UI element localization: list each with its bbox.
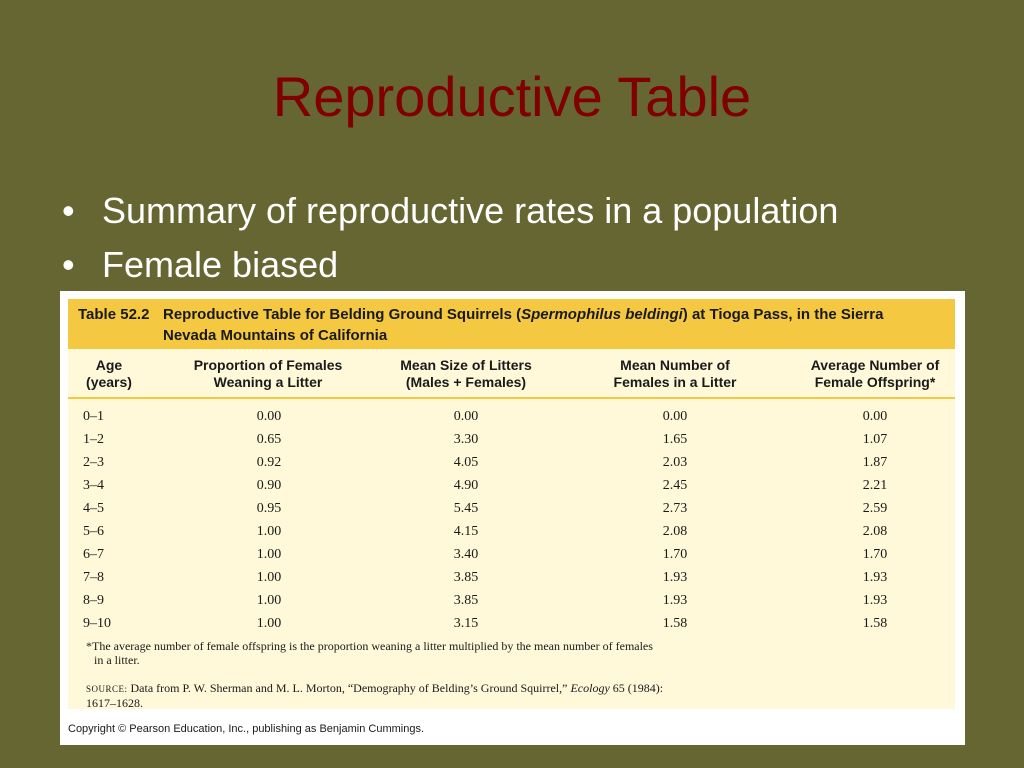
source-journal: Ecology bbox=[570, 681, 610, 695]
bullet-item: • Summary of reproductive rates in a popu… bbox=[58, 188, 838, 234]
table-row: 2–3 0.92 4.05 2.03 1.87 bbox=[83, 455, 888, 470]
table-title-pre: Reproductive Table for Belding Ground Sq… bbox=[163, 306, 522, 323]
reproductive-table: Table 52.2 Reproductive Table for Beldin… bbox=[68, 299, 955, 710]
slide-title: Reproductive Table bbox=[272, 65, 752, 128]
table-row: 5–6 1.00 4.15 2.08 2.08 bbox=[83, 524, 888, 539]
table-row: 3–4 0.90 4.90 2.45 2.21 bbox=[83, 478, 888, 493]
table-row: 1–2 0.65 3.30 1.65 1.07 bbox=[83, 432, 888, 447]
header-age: Age (years) bbox=[86, 357, 132, 390]
bullet-item: • Female biased bbox=[58, 242, 838, 288]
table-body: 0–1 0.00 0.00 0.00 0.00 1–2 0.65 3.30 1.65 1.07 … bbox=[68, 399, 955, 631]
table-row: 0–1 0.00 0.00 0.00 0.00 bbox=[83, 409, 888, 424]
table-row: 4–5 0.95 5.45 2.73 2.59 bbox=[83, 501, 888, 516]
footnote-line: in a litter. bbox=[94, 653, 140, 667]
table-footnote: *The average number of female offspring … bbox=[86, 639, 786, 667]
source-tail: 65 (1984): bbox=[609, 681, 664, 695]
header-female-offspring: Average Number of Female Offspring* bbox=[810, 357, 940, 390]
source-text: Data from P. W. Sherman and M. L. Morton… bbox=[127, 681, 571, 695]
table-image-panel: Table 52.2 Reproductive Table for Beldin… bbox=[60, 291, 965, 745]
header-proportion: Proportion of Females Weaning a Litter bbox=[193, 357, 343, 390]
bullet-text: Female biased bbox=[102, 244, 339, 285]
footnote-line: *The average number of female offspring … bbox=[86, 639, 653, 653]
header-females-in-litter: Mean Number of Females in a Litter bbox=[613, 357, 737, 390]
table-source: SOURCE: Data from P. W. Sherman and M. L… bbox=[86, 681, 786, 710]
bullet-list: • Summary of reproductive rates in a popu… bbox=[58, 188, 838, 296]
table-title: Reproductive Table for Belding Ground Sq… bbox=[163, 304, 933, 346]
table-row: 7–8 1.00 3.85 1.93 1.93 bbox=[83, 570, 888, 585]
bullet-dot-icon: • bbox=[62, 244, 75, 285]
bullet-dot-icon: • bbox=[62, 190, 75, 231]
table-row: 8–9 1.00 3.85 1.93 1.93 bbox=[83, 593, 888, 608]
table-title-species: Spermophilus beldingi bbox=[521, 306, 683, 323]
header-litter-size: Mean Size of Litters (Males + Females) bbox=[400, 357, 532, 390]
source-label: SOURCE: bbox=[86, 684, 128, 694]
table-number: Table 52.2 bbox=[78, 306, 150, 323]
table-header-row: Age (years) Proportion of Females Weaning … bbox=[68, 349, 955, 399]
bullet-text: Summary of reproductive rates in a popul… bbox=[102, 190, 839, 231]
table-title-post: ) at Tioga Pass, in the Sierra Nevada Mo… bbox=[163, 306, 884, 344]
table-row: 9–10 1.00 3.15 1.58 1.58 bbox=[83, 616, 888, 631]
table-caption: Table 52.2 Reproductive Table for Beldin… bbox=[68, 299, 955, 349]
source-pages: 1617–1628. bbox=[86, 696, 143, 710]
table-row: 6–7 1.00 3.40 1.70 1.70 bbox=[83, 547, 888, 562]
copyright-notice: Copyright © Pearson Education, Inc., pub… bbox=[68, 723, 425, 735]
